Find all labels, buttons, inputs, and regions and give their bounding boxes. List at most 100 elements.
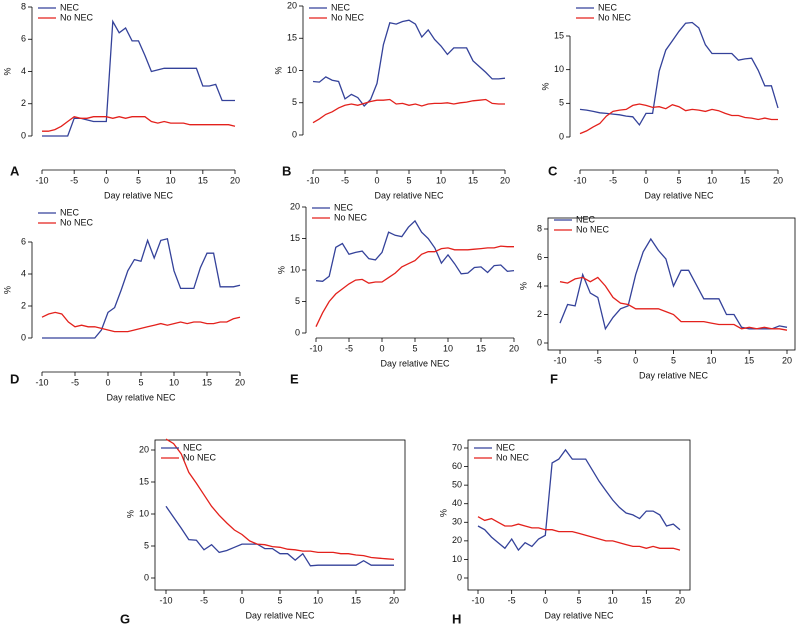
y-axis-label: %	[438, 509, 448, 517]
y-tick-label: 4	[21, 268, 26, 278]
panel-letter: F	[550, 371, 558, 386]
legend-label: No NEC	[331, 12, 365, 22]
x-tick-label: 5	[676, 175, 681, 185]
y-axis-label: %	[2, 67, 12, 75]
legend-label: No NEC	[60, 217, 94, 227]
legend-label: No NEC	[334, 212, 368, 222]
series-line	[579, 103, 778, 135]
x-tick-label: -10	[35, 175, 48, 185]
series-line	[42, 115, 236, 132]
x-tick-label: 20	[235, 377, 245, 387]
x-tick-label: -5	[200, 595, 208, 605]
panel: 0 5 10 15 20 -10 -5 0 5 10 15 20 Day relative NEC% G N…	[120, 438, 406, 626]
y-tick-label: 4	[537, 280, 542, 290]
x-tick-label: 15	[744, 355, 754, 365]
y-tick-label: 2	[537, 309, 542, 319]
x-tick-label: 5	[136, 175, 141, 185]
panel: 0 2 4 6 8 -10 -5 0 5 10 15 20 Day relative NEC% F NECN…	[518, 214, 796, 386]
legend-label: NEC	[496, 442, 516, 452]
x-tick-label: 5	[277, 595, 282, 605]
x-tick-label: 15	[202, 377, 212, 387]
legend-label: No NEC	[576, 224, 610, 234]
legend-label: NEC	[598, 2, 618, 12]
legend-label: No NEC	[60, 12, 94, 22]
y-tick-label: 0	[457, 572, 462, 582]
x-tick-label: -5	[609, 175, 617, 185]
x-tick-label: 5	[671, 355, 676, 365]
y-tick-label: 10	[554, 64, 564, 74]
y-tick-label: 15	[554, 30, 564, 40]
y-tick-label: 30	[452, 517, 462, 527]
x-tick-label: 20	[675, 595, 685, 605]
x-tick-label: 0	[643, 175, 648, 185]
y-tick-label: 10	[287, 65, 297, 75]
legend-label: No NEC	[496, 452, 530, 462]
y-axis-label: %	[125, 510, 135, 518]
x-tick-label: 15	[351, 595, 361, 605]
legend-label: NEC	[334, 202, 354, 212]
series-line	[315, 219, 515, 282]
x-tick-label: 15	[468, 175, 478, 185]
plot-frame	[467, 439, 691, 591]
x-tick-label: 20	[230, 175, 240, 185]
x-tick-label: 15	[476, 343, 486, 353]
x-tick-label: -10	[573, 175, 586, 185]
y-tick-label: 0	[144, 572, 149, 582]
y-tick-label: 5	[144, 540, 149, 550]
panel-letter: A	[10, 163, 20, 178]
x-axis-label: Day relative NEC	[104, 190, 174, 200]
panel-letter: G	[120, 611, 130, 626]
series-line	[41, 311, 241, 333]
y-tick-label: 15	[139, 476, 149, 486]
y-tick-label: 6	[537, 252, 542, 262]
series-line	[42, 238, 241, 339]
x-tick-label: -10	[553, 355, 566, 365]
y-tick-label: 5	[295, 296, 300, 306]
x-tick-label: 15	[641, 595, 651, 605]
legend-label: NEC	[60, 207, 80, 217]
y-tick-label: 8	[21, 1, 26, 11]
x-tick-label: 10	[707, 175, 717, 185]
x-tick-label: 20	[782, 355, 792, 365]
x-tick-label: 10	[608, 595, 618, 605]
x-tick-label: -10	[306, 175, 319, 185]
x-tick-label: -10	[159, 595, 172, 605]
x-tick-label: 20	[509, 343, 519, 353]
x-tick-label: 0	[104, 175, 109, 185]
y-tick-label: 60	[452, 461, 462, 471]
y-axis-label: %	[2, 286, 12, 294]
y-tick-label: 5	[292, 97, 297, 107]
series-line	[559, 237, 788, 331]
panel-letter: E	[290, 371, 299, 386]
y-axis-label: %	[273, 66, 283, 74]
series-line	[165, 438, 395, 561]
y-tick-label: 15	[287, 33, 297, 43]
y-tick-label: 6	[21, 34, 26, 44]
y-tick-label: 70	[452, 442, 462, 452]
x-tick-label: 20	[773, 175, 783, 185]
x-tick-label: 10	[443, 343, 453, 353]
y-axis-label: %	[518, 282, 528, 290]
y-tick-label: 8	[537, 223, 542, 233]
x-tick-label: 10	[169, 377, 179, 387]
x-tick-label: -5	[508, 595, 516, 605]
series-line	[559, 276, 788, 331]
panel: 0 5 10 15 -10 -5 0 5 10 15 20 Day relative NEC% C NEC…	[540, 2, 783, 200]
x-tick-label: 15	[740, 175, 750, 185]
y-axis-label: %	[276, 266, 286, 274]
series-line	[312, 98, 505, 124]
panel-letter: D	[10, 371, 19, 386]
y-tick-label: 0	[559, 131, 564, 141]
x-tick-label: -5	[345, 343, 353, 353]
x-tick-label: 20	[500, 175, 510, 185]
x-tick-label: 0	[379, 343, 384, 353]
x-axis-label: Day relative NEC	[644, 190, 714, 200]
series-line	[315, 245, 514, 327]
legend-label: NEC	[183, 442, 203, 452]
x-tick-label: -10	[471, 595, 484, 605]
legend-label: NEC	[331, 2, 351, 12]
y-tick-label: 10	[452, 554, 462, 564]
plot-frame	[547, 217, 796, 351]
x-tick-label: 5	[138, 377, 143, 387]
x-tick-label: 5	[576, 595, 581, 605]
